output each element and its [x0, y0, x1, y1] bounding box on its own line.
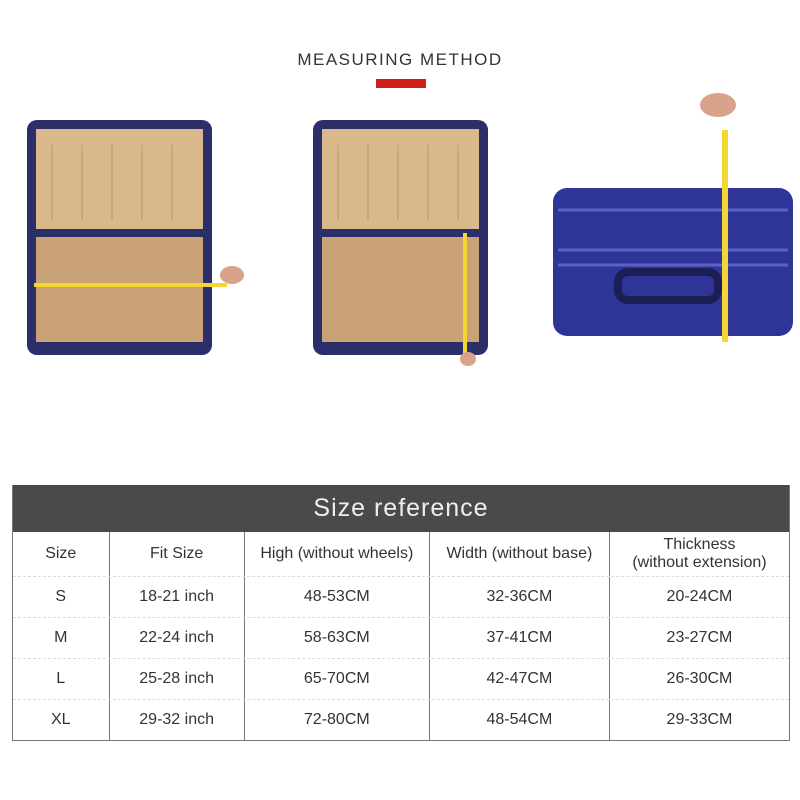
cell-high: 72-80CM: [243, 700, 429, 740]
cell-thickness: 26-30CM: [608, 659, 789, 699]
cell-width: 42-47CM: [428, 659, 609, 699]
table-row: S 18-21 inch 48-53CM 32-36CM 20-24CM: [13, 576, 789, 617]
table-row: XL 29-32 inch 72-80CM 48-54CM 29-33CM: [13, 699, 789, 740]
cell-width: 37-41CM: [428, 618, 609, 658]
table-body: S 18-21 inch 48-53CM 32-36CM 20-24CM M 22-24 i…: [13, 576, 789, 740]
header-width: Width (without base): [428, 532, 609, 576]
hand: [700, 93, 736, 117]
measuring-method-title: MEASURING METHOD: [297, 50, 503, 69]
cell-high: 48-53CM: [243, 577, 429, 617]
cell-fit-size: 25-28 inch: [108, 659, 244, 699]
accent-bar: [376, 79, 426, 88]
cell-high: 58-63CM: [243, 618, 429, 658]
hand: [220, 266, 244, 284]
cell-size: M: [54, 629, 68, 646]
header-size: Size: [45, 545, 77, 562]
cell-thickness: 20-24CM: [608, 577, 789, 617]
table-header-row: Size Fit Size High (without wheels) Widt…: [13, 532, 789, 576]
closed-suitcase-thickness-photo: [553, 93, 793, 342]
table-row: L 25-28 inch 65-70CM 42-47CM 26-30CM: [13, 658, 789, 699]
cell-size: S: [55, 588, 67, 605]
cell-high: 65-70CM: [243, 659, 429, 699]
open-suitcase-height-photo: [313, 120, 488, 366]
header-fit-size: Fit Size: [108, 532, 244, 576]
size-reference-table: Size reference Size Fit Size High (witho…: [12, 485, 790, 741]
cell-size: L: [56, 670, 66, 687]
header-thickness: Thickness (without extension): [608, 532, 789, 576]
cell-thickness: 23-27CM: [608, 618, 789, 658]
cell-width: 48-54CM: [428, 700, 609, 740]
table-row: M 22-24 inch 58-63CM 37-41CM 23-27CM: [13, 617, 789, 658]
cell-width: 32-36CM: [428, 577, 609, 617]
cell-fit-size: 29-32 inch: [108, 700, 244, 740]
suitcase-handle: [614, 268, 722, 304]
header-high: High (without wheels): [243, 532, 429, 576]
cell-fit-size: 22-24 inch: [108, 618, 244, 658]
hand: [460, 352, 476, 366]
open-suitcase-width-photo: [27, 120, 244, 355]
cell-fit-size: 18-21 inch: [108, 577, 244, 617]
table-title: Size reference: [13, 485, 789, 532]
cell-thickness: 29-33CM: [608, 700, 789, 740]
cell-size: XL: [50, 711, 71, 728]
